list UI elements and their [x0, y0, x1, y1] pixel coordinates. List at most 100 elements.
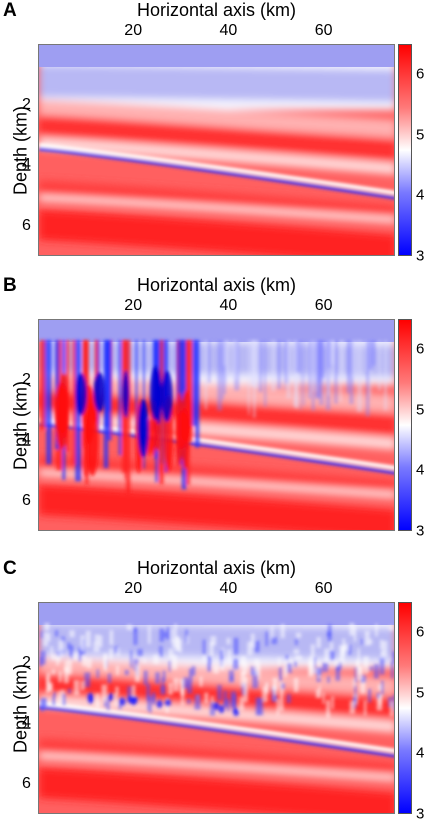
- noise-artifact: [168, 660, 172, 672]
- colorbar-tick-label: 6: [416, 623, 425, 641]
- y-tick-label: 4: [22, 714, 31, 732]
- blue-artifact: [93, 372, 106, 413]
- streak-artifact: [316, 340, 321, 398]
- blue-artifact: [149, 365, 162, 421]
- noise-artifact: [161, 677, 165, 692]
- y-tick-label: 4: [22, 431, 31, 449]
- noise-artifact: [69, 645, 74, 656]
- noise-artifact: [64, 661, 68, 673]
- water-layer: [39, 603, 394, 625]
- noise-artifact: [168, 648, 174, 659]
- noise-artifact: [147, 694, 150, 711]
- noise-artifact: [389, 625, 394, 631]
- streak-artifact: [284, 340, 286, 384]
- noise-artifact: [239, 696, 244, 711]
- noise-artifact: [295, 632, 302, 639]
- white-reflector: [39, 701, 394, 753]
- noise-artifact: [220, 661, 225, 671]
- noise-artifact: [331, 696, 334, 709]
- noise-artifact: [226, 698, 230, 712]
- noise-artifact: [58, 654, 62, 662]
- noise-artifact: [349, 700, 355, 714]
- noise-artifact: [382, 640, 388, 658]
- streak-artifact: [232, 340, 238, 380]
- streak-artifact: [46, 340, 52, 465]
- noise-artifact: [334, 660, 339, 666]
- noise-artifact: [244, 677, 248, 685]
- noise-artifact: [274, 694, 278, 703]
- panel-letter: B: [3, 275, 17, 296]
- noise-artifact: [93, 641, 100, 653]
- noise-artifact: [40, 631, 44, 639]
- noise-artifact: [315, 689, 320, 698]
- blue-artifact: [131, 695, 138, 704]
- noise-artifact: [255, 697, 261, 716]
- noise-artifact: [252, 671, 259, 689]
- streak-artifact: [331, 340, 335, 378]
- noise-artifact: [67, 642, 71, 650]
- noise-artifact: [294, 655, 301, 661]
- noise-artifact: [250, 633, 255, 648]
- noise-artifact: [373, 664, 379, 679]
- streak-artifact: [195, 340, 200, 448]
- noise-artifact: [209, 701, 216, 716]
- noise-artifact: [294, 660, 297, 668]
- noise-artifact: [116, 665, 120, 676]
- streak-artifact: [248, 340, 250, 413]
- noise-artifact: [357, 665, 363, 680]
- streak-artifact: [207, 340, 211, 383]
- noise-artifact: [254, 640, 260, 653]
- noise-artifact: [42, 697, 47, 708]
- noise-artifact: [328, 650, 335, 660]
- noise-artifact: [257, 697, 264, 716]
- noise-artifact: [143, 658, 146, 663]
- colorbar-tick-label: 5: [416, 126, 425, 144]
- transition-layer: [39, 695, 394, 733]
- streak-artifact: [253, 340, 259, 389]
- white-reflector: [39, 143, 394, 195]
- noise-artifact: [240, 671, 246, 687]
- streak-artifact: [103, 340, 109, 469]
- noise-artifact: [95, 693, 100, 709]
- noise-artifact: [364, 630, 370, 646]
- noise-artifact: [50, 646, 53, 658]
- noise-artifact: [115, 686, 119, 696]
- streak-artifact: [384, 340, 387, 411]
- noise-artifact: [44, 623, 50, 631]
- streak-artifact: [339, 340, 342, 402]
- streak-artifact: [186, 340, 193, 442]
- streak-artifact: [286, 340, 292, 399]
- streak-artifact: [135, 340, 138, 434]
- noise-artifact: [116, 647, 120, 657]
- y-tick-label: 2: [22, 95, 31, 113]
- noise-artifact: [280, 624, 285, 639]
- deep-layer: [39, 210, 394, 255]
- noise-artifact: [52, 696, 56, 706]
- noise-artifact: [57, 691, 61, 704]
- noise-artifact: [172, 654, 178, 670]
- noise-artifact: [240, 656, 247, 665]
- colorbar-tick-label: 6: [416, 65, 425, 83]
- x-tick-label: 20: [124, 297, 143, 314]
- noise-artifact: [96, 669, 99, 679]
- noise-artifact: [186, 636, 189, 644]
- y-tick-label: 6: [22, 216, 31, 234]
- x-axis-label: Horizontal axis (km): [136, 0, 297, 20]
- noise-artifact: [379, 639, 383, 650]
- water-layer: [39, 320, 394, 342]
- noise-artifact: [299, 655, 303, 660]
- x-tick-label: 60: [314, 297, 333, 314]
- velocity-image: [38, 319, 395, 531]
- noise-artifact: [67, 688, 72, 694]
- noise-artifact: [188, 668, 193, 682]
- noise-artifact: [326, 699, 331, 718]
- panel-C: C Horizontal axis (km) 20 40 60 Depth (km) 2 4 6…: [0, 558, 429, 833]
- noise-artifact: [232, 659, 239, 670]
- streak-artifact: [118, 340, 122, 456]
- colorbar-tick-label: 4: [416, 744, 425, 762]
- noise-artifact: [308, 661, 314, 677]
- noise-artifact: [264, 682, 269, 694]
- noise-artifact: [322, 662, 329, 672]
- noise-artifact: [279, 695, 284, 712]
- noise-artifact: [146, 683, 151, 701]
